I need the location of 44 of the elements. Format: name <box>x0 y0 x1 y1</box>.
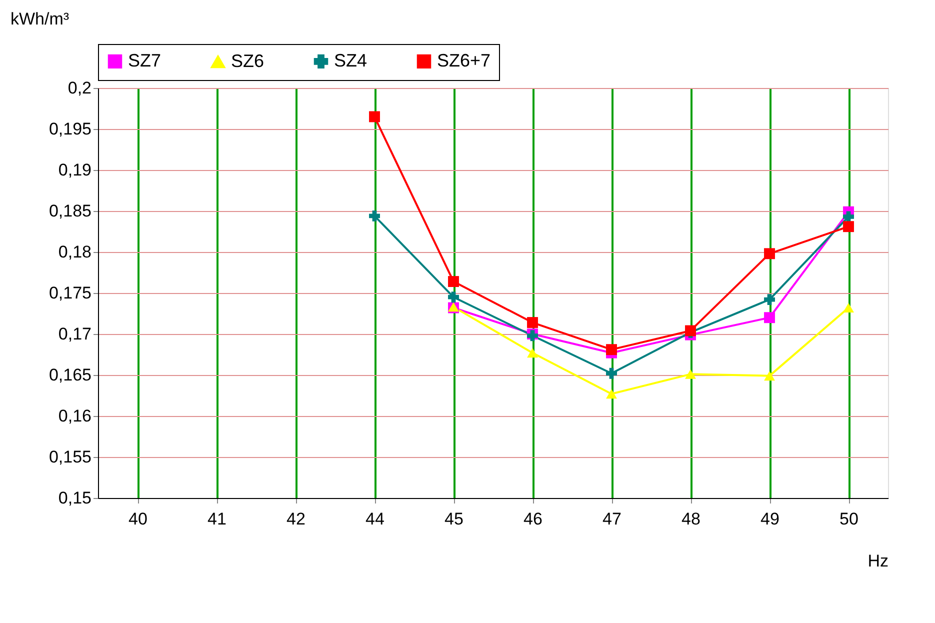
y-tick-label: 0,18 <box>58 242 92 262</box>
y-tick-label: 0,2 <box>68 78 92 98</box>
x-tick-label: 46 <box>524 510 542 528</box>
legend-label: SZ7 <box>128 50 162 70</box>
point <box>843 211 854 222</box>
x-tick-label: 42 <box>286 510 306 528</box>
y-axis-title: kWh/m³ <box>10 10 70 28</box>
point <box>369 111 380 122</box>
point <box>764 248 775 260</box>
y-tick-label: 0,175 <box>48 284 92 302</box>
x-tick-label: 41 <box>208 510 226 528</box>
point <box>606 389 617 399</box>
point <box>843 303 854 313</box>
y-tick-label: 0,185 <box>48 202 92 220</box>
point <box>527 348 538 358</box>
legend-label: SZ4 <box>334 50 368 70</box>
legend-label: SZ6 <box>231 50 264 71</box>
y-tick-label: 0,15 <box>58 488 92 508</box>
y-tick-label: 0,17 <box>58 324 92 344</box>
point <box>527 317 538 328</box>
point <box>606 368 617 379</box>
x-axis-title: Hz <box>868 552 888 570</box>
point <box>369 210 380 222</box>
point <box>764 294 775 306</box>
point <box>685 369 696 379</box>
x-tick-label: 44 <box>366 510 384 528</box>
x-tick-label: 45 <box>444 510 464 528</box>
x-tick-label: 47 <box>602 510 622 528</box>
point <box>448 292 459 303</box>
point <box>843 221 854 232</box>
y-tick-label: 0,165 <box>48 366 92 384</box>
x-tick-label: 40 <box>128 510 148 528</box>
legend-label: SZ6+7 <box>437 50 491 70</box>
y-tick-label: 0,195 <box>48 120 92 138</box>
y-tick-label: 0,19 <box>58 160 92 180</box>
point <box>764 371 775 381</box>
x-tick-label: 50 <box>840 510 858 528</box>
x-tick-label: 49 <box>760 510 780 528</box>
point <box>448 276 459 287</box>
y-tick-label: 0,16 <box>58 406 92 426</box>
point <box>764 312 775 324</box>
point <box>606 344 617 356</box>
y-tick-label: 0,155 <box>48 448 92 466</box>
x-tick-label: 48 <box>682 510 700 528</box>
